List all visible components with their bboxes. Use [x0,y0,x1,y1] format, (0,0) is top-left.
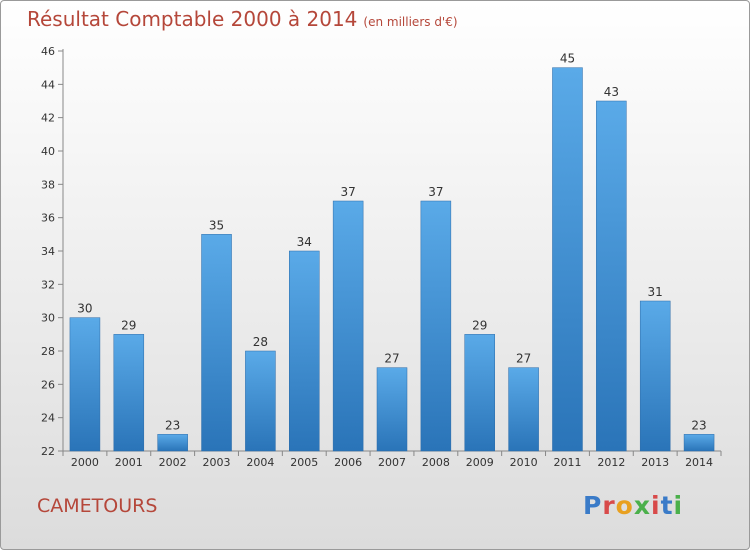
bar [508,367,539,452]
data-label: 45 [560,52,575,66]
x-tick-label: 2010 [510,456,538,469]
bar [157,434,188,452]
x-tick-label: 2014 [685,456,713,469]
bar [596,100,627,452]
y-axis: 22 24 26 28 30 32 34 36 38 40 42 44 46 [41,45,64,458]
y-tick-label: 38 [41,178,55,191]
data-label: 30 [77,302,92,316]
y-tick-label: 40 [41,145,55,158]
x-tick-label: 2001 [115,456,143,469]
data-label: 31 [648,285,663,299]
x-tick-label: 2006 [334,456,362,469]
x-tick-label: 2011 [553,456,581,469]
x-tick-label: 2012 [597,456,625,469]
y-tick-label: 36 [41,212,55,225]
title-text: Résultat Comptable 2000 à 2014 [27,7,358,31]
bars [69,67,715,452]
bar [376,367,408,452]
y-tick-label: 32 [41,278,55,291]
y-tick-label: 46 [41,45,55,58]
bar [245,350,276,452]
bar [464,334,495,452]
y-tick-label: 34 [41,245,55,258]
x-axis: 2000 2001 2002 2003 2004 2005 2006 2007 2008 2009… [62,450,722,469]
x-tick-label: 2013 [641,456,669,469]
data-label: 29 [121,318,136,332]
data-label: 29 [472,318,487,332]
x-tick-label: 2004 [246,456,274,469]
bar [683,434,715,452]
x-tick-label: 2002 [159,456,187,469]
bar [420,200,452,452]
data-label: 27 [516,352,531,366]
x-tick-label: 2000 [71,456,99,469]
y-tick-label: 42 [41,112,55,125]
data-label: 34 [297,235,312,249]
town-name: CAMETOURS [37,495,158,517]
proxiti-logo: Proxiti [583,491,684,520]
bar [289,250,320,452]
data-label: 27 [384,352,399,366]
bar [201,234,232,452]
data-label: 23 [165,418,180,432]
data-label: 37 [428,185,443,199]
x-tick-label: 2008 [422,456,450,469]
data-label: 28 [253,335,268,349]
data-labels: 30 29 23 35 28 34 37 27 37 29 27 45 43 31 23 [77,52,706,433]
data-label: 23 [691,418,706,432]
y-tick-label: 30 [41,312,55,325]
bar [332,200,364,452]
y-tick-label: 28 [41,345,55,358]
bar [639,300,671,452]
y-tick-label: 44 [41,78,55,91]
bar [113,334,145,452]
x-tick-label: 2009 [466,456,494,469]
data-label: 43 [604,85,619,99]
x-tick-label: 2003 [203,456,231,469]
bar [552,67,583,452]
bar [69,317,101,452]
data-label: 35 [209,218,224,232]
y-tick-label: 26 [41,378,55,391]
x-tick-label: 2007 [378,456,406,469]
data-label: 37 [340,185,355,199]
chart-title: Résultat Comptable 2000 à 2014 (en millie… [27,7,458,31]
chart-subtitle: (en milliers d'€) [363,15,458,29]
y-tick-label: 22 [41,445,55,458]
x-tick-label: 2005 [290,456,318,469]
y-tick-label: 24 [41,412,55,425]
